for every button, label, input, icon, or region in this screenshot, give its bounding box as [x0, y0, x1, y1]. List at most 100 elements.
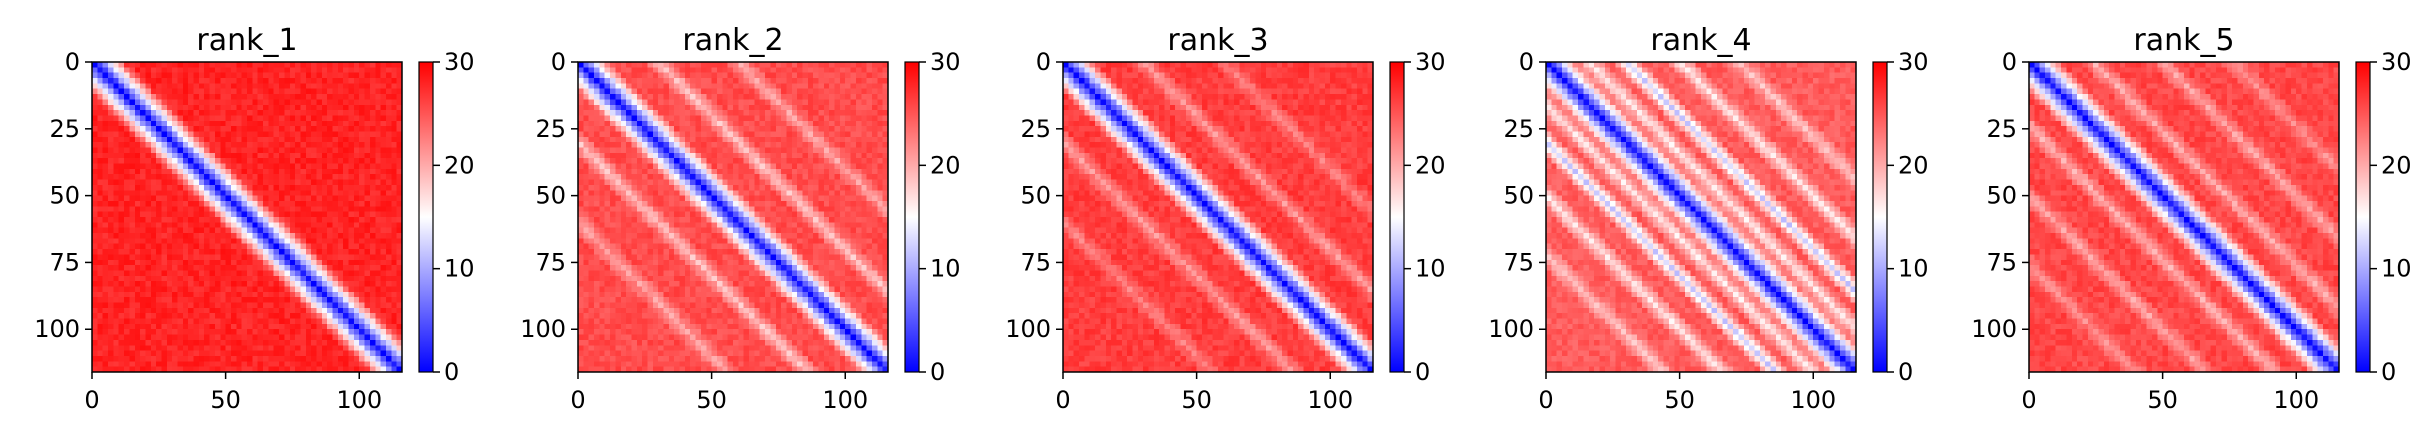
- heatmap-cell: [225, 313, 232, 320]
- heatmap-cell: [353, 104, 360, 111]
- heatmap-cell: [284, 313, 291, 320]
- heatmap-cell: [118, 152, 125, 159]
- heatmap-cell: [97, 243, 104, 250]
- heatmap-cell: [369, 126, 376, 133]
- heatmap-cell: [182, 307, 189, 314]
- heatmap-cell: [273, 147, 280, 154]
- heatmap-cell: [150, 115, 157, 122]
- heatmap-cell: [663, 120, 670, 127]
- heatmap-cell: [284, 217, 291, 223]
- heatmap-cell: [652, 99, 659, 106]
- heatmap-cell: [797, 115, 804, 122]
- heatmap-cell: [156, 265, 163, 272]
- heatmap-cell: [209, 147, 216, 154]
- heatmap-cell: [396, 233, 403, 239]
- heatmap-cell: [129, 126, 136, 133]
- heatmap-cell: [182, 62, 189, 68]
- heatmap-cell: [385, 206, 392, 213]
- heatmap-cell: [321, 281, 328, 288]
- heatmap-cell: [236, 329, 243, 336]
- heatmap-cell: [316, 88, 323, 95]
- heatmap-cell: [321, 366, 328, 373]
- heatmap-cell: [775, 83, 782, 90]
- heatmap-cell: [877, 179, 884, 186]
- heatmap-cell: [156, 179, 163, 186]
- heatmap-cell: [236, 297, 243, 304]
- heatmap-cell: [134, 281, 141, 288]
- heatmap-cell: [353, 115, 360, 122]
- heatmap-cell: [279, 104, 286, 111]
- heatmap-cell: [733, 83, 739, 90]
- heatmap-cell: [391, 259, 398, 266]
- heatmap-cell: [193, 297, 200, 304]
- heatmap-cell: [214, 222, 221, 229]
- heatmap-cell: [198, 265, 205, 272]
- heatmap-cell: [578, 168, 584, 175]
- heatmap-cell: [198, 270, 205, 277]
- heatmap-cell: [263, 366, 269, 373]
- heatmap-cell: [321, 168, 328, 175]
- heatmap-cell: [626, 179, 633, 186]
- heatmap-cell: [108, 211, 114, 218]
- heatmap-cell: [145, 233, 152, 239]
- heatmap-cell: [332, 99, 339, 106]
- heatmap-cell: [273, 142, 280, 149]
- heatmap-cell: [188, 345, 195, 352]
- heatmap-cell: [802, 88, 809, 95]
- heatmap-cell: [166, 110, 173, 117]
- heatmap-cell: [706, 131, 713, 138]
- heatmap-cell: [775, 147, 782, 154]
- heatmap-cell: [385, 233, 392, 239]
- heatmap-cell: [343, 174, 350, 181]
- heatmap-cell: [108, 270, 114, 277]
- heatmap-cell: [321, 238, 328, 245]
- heatmap-cell: [364, 200, 371, 207]
- heatmap-cell: [700, 120, 707, 127]
- heatmap-cell: [134, 174, 141, 181]
- heatmap-cell: [279, 184, 286, 191]
- heatmap-cell: [188, 72, 195, 79]
- heatmap-cell: [337, 83, 344, 90]
- heatmap-cell: [332, 254, 339, 261]
- heatmap-cell: [182, 265, 189, 272]
- heatmap-cell: [391, 158, 398, 165]
- heatmap-cell: [583, 94, 590, 101]
- heatmap-cell: [353, 67, 360, 74]
- heatmap-cell: [385, 211, 392, 218]
- heatmap-cell: [364, 62, 371, 68]
- heatmap-cell: [188, 142, 195, 149]
- heatmap-cell: [225, 120, 232, 127]
- heatmap-cell: [145, 115, 152, 122]
- heatmap-cell: [631, 195, 638, 202]
- heatmap-cell: [300, 350, 307, 357]
- heatmap-cell: [311, 174, 318, 181]
- heatmap-cell: [113, 318, 120, 325]
- heatmap-cell: [188, 281, 195, 288]
- heatmap-cell: [279, 83, 286, 90]
- heatmap-cell: [150, 222, 157, 229]
- heatmap-cell: [359, 190, 366, 197]
- heatmap-cell: [588, 142, 595, 149]
- heatmap-cell: [273, 168, 280, 175]
- heatmap-cell: [193, 286, 200, 293]
- heatmap-cell: [684, 168, 691, 175]
- heatmap-cell: [770, 136, 777, 143]
- heatmap-cell: [241, 313, 248, 320]
- heatmap-cell: [295, 254, 302, 261]
- heatmap-cell: [241, 339, 248, 346]
- heatmap-cell: [642, 206, 649, 213]
- heatmap-cell: [241, 83, 248, 90]
- heatmap-cell: [225, 361, 232, 368]
- heatmap-cell: [252, 62, 259, 68]
- heatmap-cell: [727, 62, 734, 68]
- heatmap-cell: [369, 361, 376, 368]
- heatmap-cell: [134, 297, 141, 304]
- heatmap-cell: [172, 355, 179, 362]
- heatmap-cell: [268, 152, 275, 159]
- heatmap-cell: [193, 88, 200, 95]
- heatmap-cell: [706, 174, 713, 181]
- heatmap-cell: [204, 206, 211, 213]
- heatmap-cell: [855, 131, 862, 138]
- heatmap-cell: [161, 152, 168, 159]
- heatmap-cell: [193, 270, 200, 277]
